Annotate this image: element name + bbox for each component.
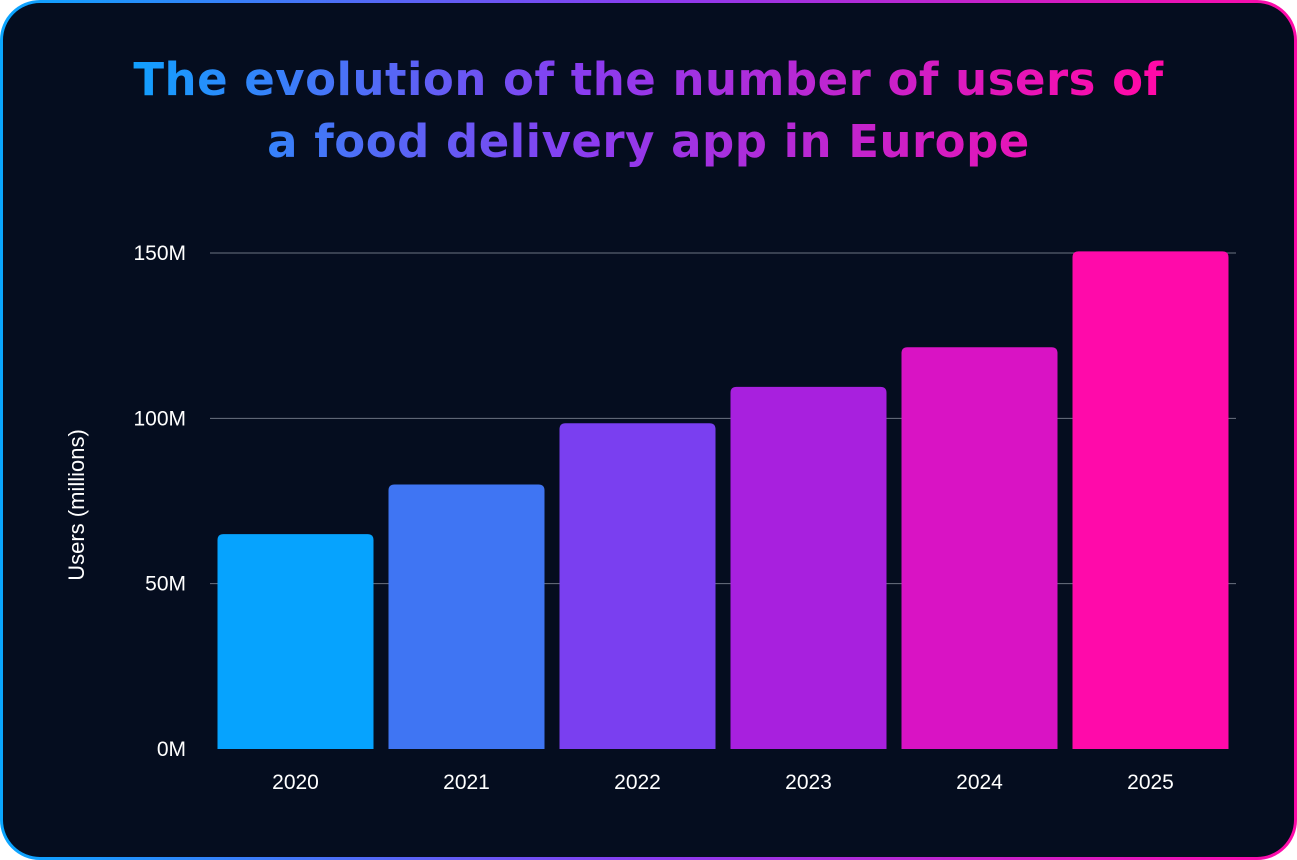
x-tick-label: 2022 — [614, 771, 661, 794]
x-tick-label: 2020 — [272, 771, 319, 794]
bar — [1072, 251, 1229, 749]
y-axis-title: Users (millions) — [64, 429, 89, 581]
y-tick-label: 50M — [145, 573, 186, 596]
x-tick-label: 2023 — [785, 771, 832, 794]
x-tick-label: 2021 — [443, 771, 490, 794]
x-tick-label: 2025 — [1127, 771, 1174, 794]
bar — [388, 484, 545, 749]
bar-chart: 0M 50M 100M 150M 2020 2021 2022 2023 2024 2025 Use… — [64, 242, 1236, 794]
bar — [217, 534, 374, 749]
bar — [559, 423, 716, 749]
chart-card: The evolution of the number of users of … — [3, 3, 1294, 857]
y-tick-label: 150M — [133, 242, 186, 265]
x-tick-label: 2024 — [956, 771, 1003, 794]
bar — [730, 386, 887, 749]
y-tick-label: 100M — [133, 407, 186, 430]
y-tick-label: 0M — [157, 738, 186, 761]
bar — [901, 347, 1058, 749]
